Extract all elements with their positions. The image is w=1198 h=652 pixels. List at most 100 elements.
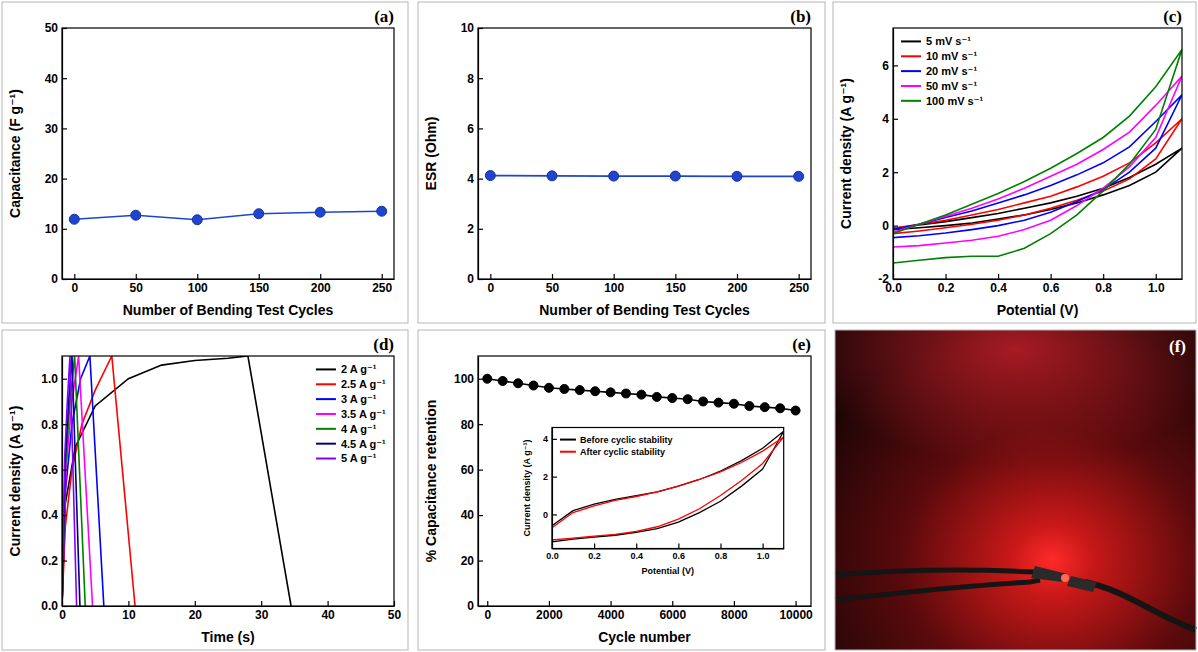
x-tick: 0.4 [630,544,643,561]
y-axis: 024 [543,428,557,549]
legend-item: 5 A g⁻¹ [316,452,377,464]
x-axis: 01020304050 [59,601,401,622]
x-tick: 1.0 [1148,274,1165,295]
y-tick-label: 20 [461,554,475,568]
y-tick: 1.0 [41,372,67,386]
photo-glow [835,330,1196,522]
x-tick-label: 1.0 [757,551,770,561]
legend-swatch [316,398,336,400]
y-tick-mark [893,279,898,280]
panel-label: (e) [792,335,811,354]
x-tick: 150 [249,274,269,295]
x-tick-mark [259,274,260,279]
data-point [637,390,646,399]
y-tick-mark [62,28,67,29]
marks [552,431,784,542]
legend-swatch [316,428,336,430]
x-tick-mark [763,544,764,549]
y-tick-label: 0.2 [41,554,58,568]
x-tick-label: 0.6 [1043,281,1060,295]
panel: 0.00.20.40.60.81.0-20246Potential (V)Cur… [833,2,1196,323]
x-tick-mark [197,274,198,279]
legend-swatch [560,451,576,453]
x-axis: 0.00.20.40.60.81.0 [885,274,1182,295]
data-point [69,214,79,224]
x-tick: 200 [727,274,747,295]
y-tick-label: 30 [45,122,59,136]
y-tick-label: 0.6 [41,463,58,477]
x-tick-label: 0 [484,608,491,622]
y-tick-label: 2 [882,166,889,180]
data-point [485,171,495,181]
y-axis: -20246 [878,29,898,287]
data-point [729,399,738,408]
x-tick: 40 [321,601,335,622]
y-axis-line [552,428,553,549]
panel-label: (f) [1169,337,1186,356]
photo-panel: (f) [835,330,1196,650]
panel-border [2,330,408,650]
y-tick-label: 0 [467,272,474,286]
legend-item: 100 mV s⁻¹ [901,95,984,107]
y-tick-mark [62,179,67,180]
x-tick-mark [382,274,383,279]
y-tick-mark [478,424,483,425]
data-point [547,171,557,181]
y-tick-mark [478,179,483,180]
x-tick-mark [261,601,262,606]
y-tick-mark [552,439,557,440]
y-tick-mark [478,470,483,471]
x-tick-mark [672,601,673,606]
x-tick-mark [610,601,611,606]
y-axis: 0.00.20.40.60.81.0 [41,357,67,614]
x-tick-label: 40 [321,608,335,622]
legend-item: 3.5 A g⁻¹ [316,408,386,420]
x-tick-label: 0 [487,281,494,295]
y-tick-label: 2 [543,472,548,482]
marks [483,374,800,415]
data-point [732,171,742,181]
data-point [483,374,492,383]
series-line [62,356,135,606]
x-tick-label: 0.8 [715,551,728,561]
legend-item: 3 A g⁻¹ [316,393,377,405]
plot-frame [62,356,394,606]
x-tick-mark [1156,274,1157,279]
x-tick: 0 [484,601,491,622]
y-tick-mark [478,560,483,561]
x-axis: 050100150200250 [479,274,812,295]
x-tick: 0.6 [673,544,686,561]
y-tick: -2 [878,272,898,286]
y-axis: 020406080100 [454,357,483,614]
x-tick-label: 0 [59,608,66,622]
legend-item: 5 mV s⁻¹ [901,35,971,47]
x-tick-label: 50 [388,608,402,622]
marks [485,171,803,182]
series-line [487,379,795,411]
x-tick: 0 [71,274,78,295]
x-tick-mark [734,601,735,606]
y-tick: 100 [454,372,483,386]
data-point [575,386,584,395]
x-tick-label: 4000 [598,608,625,622]
x-tick: 250 [372,274,392,295]
y-axis-title: Current density (A g⁻¹) [7,406,23,557]
y-tick: 20 [461,554,483,568]
data-point [606,388,615,397]
x-axis: 050100150200250 [63,274,395,295]
x-axis: 0200040006000800010000 [479,601,814,622]
y-tick-label: -2 [878,272,889,286]
y-tick: 0.8 [41,418,67,432]
y-tick: 0.6 [41,463,67,477]
x-tick-label: 200 [311,281,331,295]
y-tick-mark [62,470,67,471]
legend-swatch [316,458,336,460]
y-tick-label: 50 [45,21,59,35]
y-tick-mark [478,606,483,607]
y-tick: 0 [467,599,483,613]
y-tick-mark [62,128,67,129]
y-tick: 4 [543,434,557,444]
legend-item: 10 mV s⁻¹ [901,50,977,62]
data-point [192,215,202,225]
series-line [74,211,381,220]
